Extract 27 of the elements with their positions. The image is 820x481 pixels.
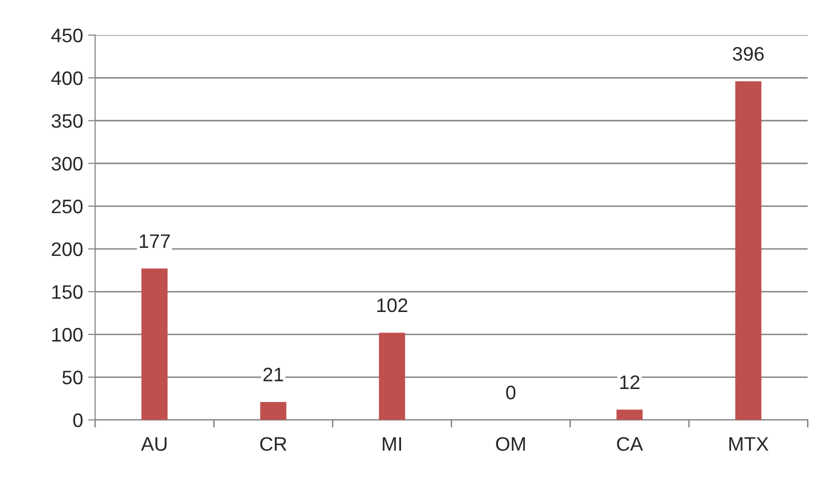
data-label: 396 <box>732 47 764 61</box>
bar <box>260 402 286 420</box>
x-tick-label: MTX <box>729 437 768 451</box>
x-tick-label: CA <box>617 437 644 451</box>
y-tick-label: 150 <box>52 285 83 299</box>
y-tick-label: 450 <box>51 28 83 42</box>
y-tick-label: 0 <box>73 413 83 428</box>
y-tick-label: 100 <box>52 328 83 342</box>
bar <box>616 410 643 420</box>
y-tick-label: 400 <box>51 71 83 86</box>
y-tick-label: 50 <box>62 370 83 384</box>
data-label: 21 <box>263 368 284 382</box>
y-tick-label: 200 <box>52 242 83 256</box>
data-label: 12 <box>620 375 640 389</box>
y-tick-label: 300 <box>52 156 83 171</box>
y-tick-label: 350 <box>52 114 83 128</box>
data-label: 0 <box>506 386 516 400</box>
data-label: 102 <box>377 298 408 312</box>
x-tick-label: MI <box>382 437 402 451</box>
x-tick-label: AU <box>141 437 167 451</box>
bar <box>735 81 762 420</box>
x-tick-label: OM <box>496 437 525 451</box>
data-label: 177 <box>140 234 170 248</box>
x-tick-label: CR <box>260 437 286 451</box>
bar <box>141 268 168 420</box>
bar <box>378 332 406 420</box>
y-tick-label: 250 <box>52 200 83 214</box>
